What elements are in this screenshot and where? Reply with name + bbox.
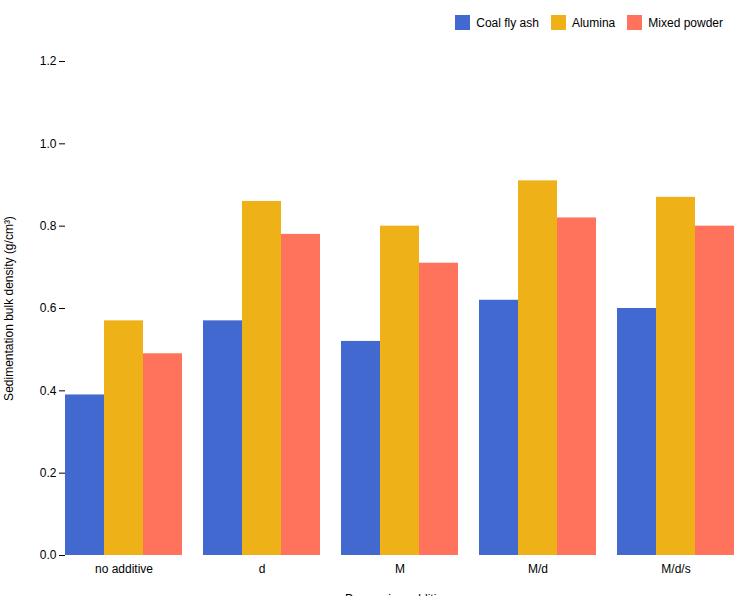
- svg-text:M: M: [395, 562, 405, 576]
- svg-text:1.2: 1.2: [40, 54, 57, 68]
- svg-text:Sedimentation bulk density (g/: Sedimentation bulk density (g/cm³): [2, 216, 16, 401]
- svg-text:0.4: 0.4: [40, 384, 57, 398]
- svg-text:no additive: no additive: [95, 562, 153, 576]
- html-text:Coal fly ash: Coal fly ash: [476, 15, 539, 30]
- svg-text:0.8: 0.8: [40, 219, 57, 233]
- svg-text:1.0: 1.0: [40, 137, 57, 151]
- svg-text:M/d/s: M/d/s: [661, 562, 690, 576]
- svg-text:Processing additives: Processing additives: [345, 592, 455, 596]
- svg-text:d: d: [259, 562, 266, 576]
- svg-text:0.2: 0.2: [40, 466, 57, 480]
- html-text:Alumina: Alumina: [571, 15, 616, 30]
- svg-text:0.6: 0.6: [40, 301, 57, 315]
- html-text:Mixed powder: Mixed powder: [648, 15, 723, 30]
- svg-text:M/d: M/d: [528, 562, 548, 576]
- svg-text:0.0: 0.0: [40, 548, 57, 562]
